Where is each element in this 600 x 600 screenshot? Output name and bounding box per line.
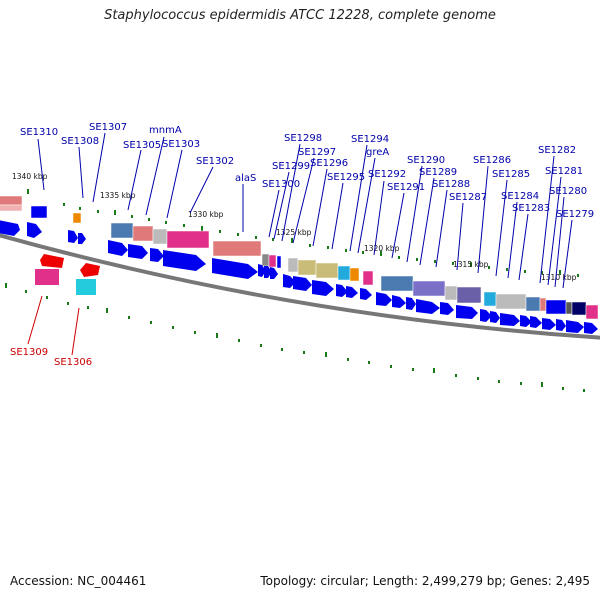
gene-label: SE1302: [196, 156, 234, 167]
gene-label: SE1282: [538, 145, 576, 156]
accession-text: Accession: NC_004461: [10, 574, 147, 588]
kbp-label: 1340 kbp: [12, 172, 48, 181]
gene-label: SE1306: [54, 357, 92, 368]
kbp-scale-labels: 1340 kbp 1335 kbp 1330 kbp 1325 kbp 1320…: [12, 172, 577, 282]
gene-label: SE1299: [272, 161, 310, 172]
map-title: Staphylococcus epidermidis ATCC 12228, c…: [104, 8, 496, 23]
gene-label: SE1297: [298, 147, 336, 158]
forward-cds-track: [0, 220, 598, 334]
gene-label: SE1308: [61, 136, 99, 147]
gene-label: SE1288: [432, 179, 470, 190]
genome-backbone: [0, 233, 600, 340]
upper-tick-track: [27, 189, 579, 277]
gene-label: SE1309: [10, 347, 48, 358]
gene-label: SE1291: [387, 182, 425, 193]
gene-label: SE1296: [310, 158, 348, 169]
kbp-label: 1320 kbp: [364, 244, 400, 253]
gene-label: SE1292: [368, 169, 406, 180]
gene-label: greA: [366, 147, 389, 158]
feature-blocks: [0, 195, 599, 320]
gene-label: SE1285: [492, 169, 530, 180]
forward-gene-labels: SE1310 SE1308 SE1307 SE1305 mnmA SE1303 …: [20, 122, 594, 220]
gene-label: mnmA: [149, 125, 182, 136]
kbp-label: 1330 kbp: [188, 210, 224, 219]
gene-label: SE1300: [262, 179, 300, 190]
gene-label: SE1307: [89, 122, 127, 133]
gene-label: SE1287: [449, 192, 487, 203]
lower-tick-track: [5, 283, 585, 392]
gene-label: SE1294: [351, 134, 389, 145]
gene-label: SE1289: [419, 167, 457, 178]
gene-label: SE1295: [327, 172, 365, 183]
gene-label: SE1303: [162, 139, 200, 150]
gene-label: SE1284: [501, 191, 539, 202]
gene-label: SE1305: [123, 140, 161, 151]
gene-label: SE1283: [512, 203, 550, 214]
reverse-gene-labels: SE1309 SE1306: [10, 347, 92, 368]
gene-label: SE1281: [545, 166, 583, 177]
gene-label: SE1280: [549, 186, 587, 197]
gene-label: SE1286: [473, 155, 511, 166]
gene-label: SE1279: [556, 209, 594, 220]
label-leaders: [27, 132, 573, 356]
kbp-label: 1310 kbp: [541, 273, 577, 282]
kbp-label: 1315 kbp: [453, 260, 489, 269]
kbp-label: 1335 kbp: [100, 191, 136, 200]
genome-summary-text: Topology: circular; Length: 2,499,279 bp…: [260, 574, 590, 588]
gene-label: SE1310: [20, 127, 58, 138]
gene-label: alaS: [235, 173, 256, 184]
gene-label: SE1298: [284, 133, 322, 144]
reverse-cds-track: [35, 254, 100, 295]
kbp-label: 1325 kbp: [276, 228, 312, 237]
gene-label: SE1290: [407, 155, 445, 166]
